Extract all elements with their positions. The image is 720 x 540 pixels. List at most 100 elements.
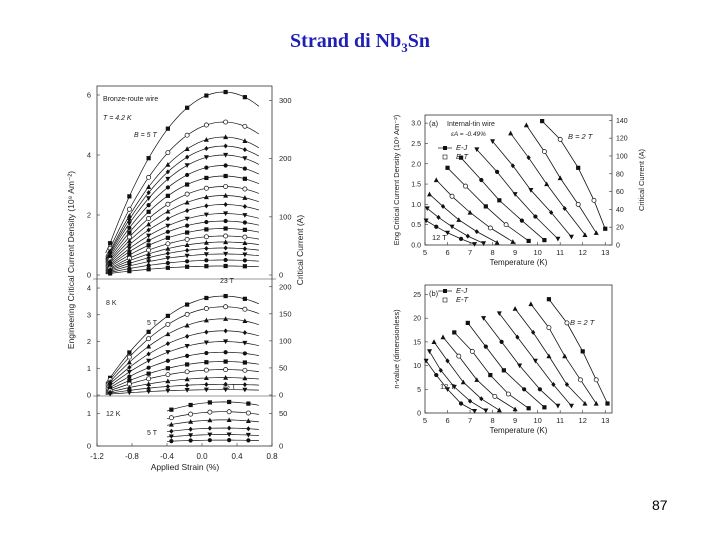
y-axis-label: Eng Critical Current Density (10⁹ Am⁻²): [392, 114, 401, 245]
data-point: [223, 387, 229, 393]
data-point: [223, 239, 229, 245]
data-point: [479, 177, 484, 183]
data-point: [146, 156, 151, 161]
data-point: [546, 353, 552, 359]
data-point: [127, 378, 132, 383]
data-point: [242, 367, 248, 373]
temperature-series: [528, 301, 599, 406]
x-tick-label: 11: [556, 248, 564, 257]
temperature-series: [445, 165, 531, 244]
data-point: [185, 208, 190, 214]
strain-curve: [105, 233, 259, 271]
data-point: [568, 234, 574, 240]
data-point: [456, 217, 462, 222]
data-point: [517, 363, 523, 369]
data-point: [127, 364, 132, 370]
y-right-tick-label: 0: [279, 442, 283, 451]
data-point: [203, 340, 209, 346]
data-point: [169, 407, 174, 412]
data-point: [165, 358, 170, 363]
x-tick-label: 11: [556, 416, 564, 425]
data-point: [223, 226, 228, 231]
data-point: [223, 152, 229, 158]
strain-curve: [166, 425, 259, 434]
y-right-tick-label: 150: [279, 309, 292, 318]
data-point: [223, 211, 229, 217]
data-point: [127, 252, 132, 258]
data-point: [184, 163, 190, 168]
y-tick-label: 4: [87, 284, 91, 293]
data-point: [203, 212, 209, 218]
data-point: [557, 175, 563, 181]
data-point: [472, 242, 478, 247]
data-point: [433, 177, 439, 183]
y-right-tick-label: 60: [616, 189, 624, 196]
y-axis-label: n-value (dimensionless): [392, 309, 401, 389]
x-tick-label: 9: [513, 416, 517, 425]
data-point: [242, 246, 247, 252]
temperature-series: [423, 358, 478, 414]
data-point: [242, 330, 247, 336]
y-tick-label: 1: [87, 409, 91, 418]
data-point: [203, 317, 209, 323]
data-point: [496, 407, 502, 413]
data-point: [242, 123, 248, 129]
data-point: [537, 387, 543, 392]
data-point: [227, 438, 232, 443]
data-point: [185, 230, 190, 235]
data-point: [474, 147, 480, 153]
data-point: [146, 243, 151, 248]
data-point: [165, 229, 170, 234]
data-point: [204, 165, 209, 170]
data-point: [165, 208, 171, 214]
temperature-series: [490, 139, 574, 240]
temperature-label: 8 K: [106, 300, 117, 307]
data-point: [204, 295, 209, 301]
data-point: [188, 438, 193, 443]
data-point: [223, 367, 229, 373]
strain-curve-line: [105, 136, 260, 259]
data-point: [575, 201, 581, 207]
y-right-tick-label: 0: [279, 271, 283, 280]
data-point: [242, 234, 248, 240]
data-point: [451, 384, 457, 390]
strain-curve: [105, 328, 259, 388]
data-point: [481, 241, 487, 246]
data-point: [223, 328, 228, 334]
y-right-tick-label: 20: [616, 225, 624, 232]
strain-curve-line: [166, 411, 259, 420]
data-point: [204, 93, 209, 98]
data-point: [146, 190, 151, 196]
data-point: [165, 378, 171, 384]
temperature-series: [433, 177, 516, 244]
data-point: [185, 154, 190, 160]
data-point: [469, 348, 475, 354]
field-low-label: B = 5 T: [134, 132, 157, 139]
data-point: [188, 426, 193, 432]
data-point: [126, 263, 132, 269]
data-point: [146, 196, 152, 201]
strain-curve: [105, 367, 259, 394]
x-tick-label: 8: [491, 248, 495, 257]
field-low-label: 5 T: [147, 430, 158, 437]
data-point: [512, 406, 518, 412]
y-right-tick-label: 200: [279, 282, 292, 291]
strain-curve-line: [105, 91, 260, 254]
data-point: [242, 252, 248, 258]
strain-curve: [105, 173, 260, 264]
data-point: [165, 150, 171, 156]
data-point: [188, 419, 194, 424]
data-point: [203, 234, 209, 240]
data-point: [467, 209, 473, 215]
data-point: [204, 382, 209, 388]
data-point: [127, 242, 132, 248]
data-point: [207, 400, 212, 405]
x-tick-label: 13: [601, 248, 609, 257]
data-point: [146, 389, 152, 395]
temperature-series: [540, 118, 608, 231]
data-point: [427, 191, 433, 197]
y-tick-label: 2.5: [411, 141, 421, 148]
data-point: [146, 329, 151, 334]
data-point: [185, 223, 190, 228]
